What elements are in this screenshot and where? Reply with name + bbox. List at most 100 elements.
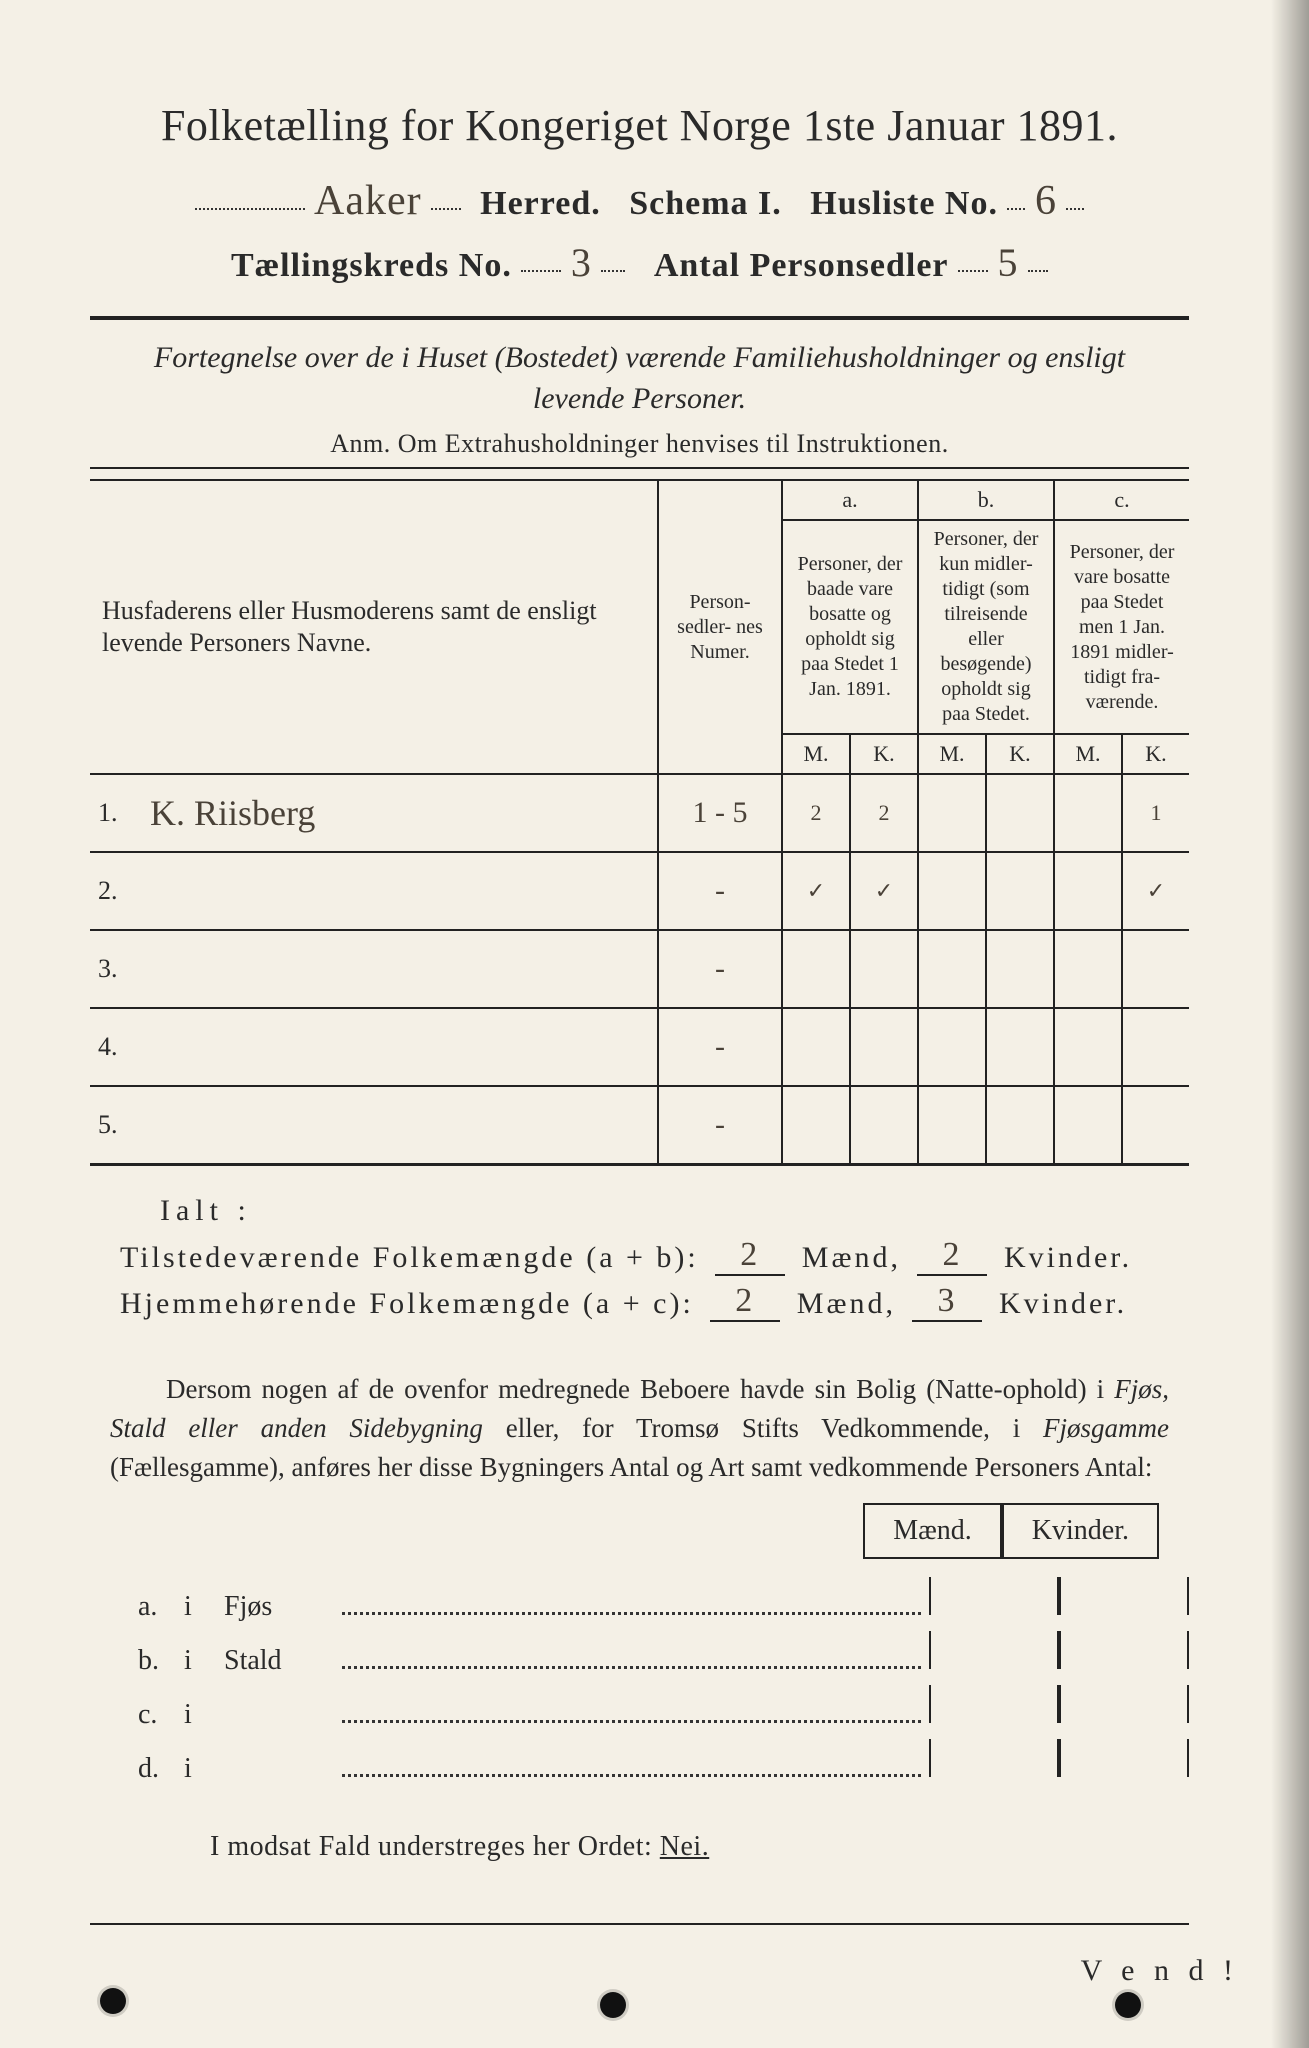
group-c: c. — [1054, 480, 1189, 520]
row-name — [144, 1086, 658, 1165]
header-line-2: Aaker Herred. Schema I. Husliste No. 6 — [90, 177, 1189, 225]
ialt-label: Ialt : — [160, 1194, 1189, 1228]
item-i: i — [184, 1699, 224, 1731]
rule-bottom — [90, 1923, 1189, 1925]
herred-handwritten: Aaker — [314, 177, 422, 225]
item-text: Fjøs — [224, 1591, 334, 1623]
paragraph: Dersom nogen af de ovenfor medregnede Be… — [110, 1370, 1169, 1487]
schema-label: Schema I. — [629, 185, 782, 222]
a-k: K. — [850, 734, 918, 774]
b-m: M. — [918, 734, 986, 774]
rule-heavy — [90, 316, 1189, 320]
anm-note: Anm. Om Extrahusholdninger henvises til … — [90, 429, 1189, 459]
herred-label: Herred. — [480, 185, 601, 222]
item-label: b. — [138, 1645, 184, 1677]
antal-label: Antal Personsedler — [654, 247, 949, 284]
husliste-no: 6 — [1035, 177, 1057, 225]
table-row: 1. K. Riisberg 1 - 5 2 2 1 — [90, 774, 1189, 852]
mk-cells — [929, 1631, 1189, 1669]
row-num: 5. — [90, 1086, 144, 1165]
mk-cells — [929, 1739, 1189, 1777]
table-head: Husfaderens eller Husmoderens samt de en… — [90, 480, 1189, 774]
ab-m: 2 — [715, 1236, 785, 1276]
nei-line: I modsat Fald understreges her Ordet: Ne… — [210, 1831, 1189, 1863]
cell — [1122, 1008, 1189, 1086]
maend-col: Mænd. — [863, 1503, 1002, 1559]
cell — [986, 1086, 1054, 1165]
dotted-fill — [342, 1720, 921, 1723]
col-name-header: Husfaderens eller Husmoderens samt de en… — [90, 480, 658, 774]
dotted-fill — [342, 1612, 921, 1615]
list-item: a. i Fjøs — [138, 1577, 1189, 1623]
cell — [986, 852, 1054, 930]
ac-m: 2 — [710, 1282, 780, 1322]
abcd-list: a. i Fjøs b. i Stald c. i d. — [138, 1577, 1189, 1785]
group-a-desc: Personer, der baade vare bosatte og opho… — [782, 520, 918, 734]
subtitle: Fortegnelse over de i Huset (Bostedet) v… — [120, 338, 1159, 419]
c-k: K. — [1122, 734, 1189, 774]
item-label: d. — [138, 1753, 184, 1785]
c-m: M. — [1054, 734, 1122, 774]
row-personsedler: - — [658, 1086, 782, 1165]
item-i: i — [184, 1591, 224, 1623]
cell — [918, 774, 986, 852]
cell — [1054, 1008, 1122, 1086]
punch-hole-icon — [100, 1988, 126, 2014]
rule-thin — [90, 467, 1189, 469]
group-c-desc: Personer, der vare bosatte paa Stedet me… — [1054, 520, 1189, 734]
group-b-desc: Personer, der kun midler-tidigt (som til… — [918, 520, 1054, 734]
table-row: 2. - ✓ ✓ ✓ — [90, 852, 1189, 930]
cell — [918, 1008, 986, 1086]
cell — [850, 1008, 918, 1086]
cell: 1 — [1122, 774, 1189, 852]
dotted-fill — [342, 1774, 921, 1777]
row-name — [144, 852, 658, 930]
cell — [850, 1086, 918, 1165]
husliste-label: Husliste No. — [810, 185, 998, 222]
ac-k: 3 — [912, 1282, 982, 1322]
vend-label: V e n d ! — [1081, 1954, 1239, 1988]
group-b: b. — [918, 480, 1054, 520]
cell: 2 — [782, 774, 850, 852]
item-label: c. — [138, 1699, 184, 1731]
dotted-fill — [342, 1666, 921, 1669]
cell: ✓ — [850, 852, 918, 930]
ab-k: 2 — [917, 1236, 987, 1276]
census-table: Husfaderens eller Husmoderens samt de en… — [90, 479, 1189, 1166]
punch-hole-icon — [600, 1992, 626, 2018]
cell — [782, 930, 850, 1008]
row-num: 3. — [90, 930, 144, 1008]
subtitle-line1: Fortegnelse over de i Huset (Bostedet) v… — [154, 341, 1125, 374]
cell — [986, 1008, 1054, 1086]
table-row: 4. - — [90, 1008, 1189, 1086]
table-row: 5. - — [90, 1086, 1189, 1165]
nei-word: Nei. — [660, 1831, 709, 1862]
row-name — [144, 1008, 658, 1086]
cell: ✓ — [1122, 852, 1189, 930]
col-num-header: Person- sedler- nes Numer. — [658, 480, 782, 774]
cell: 2 — [850, 774, 918, 852]
row-name — [144, 930, 658, 1008]
table-body: 1. K. Riisberg 1 - 5 2 2 1 2. - ✓ ✓ — [90, 774, 1189, 1165]
cell — [782, 1008, 850, 1086]
cell — [1054, 930, 1122, 1008]
total-ac: Hjemmehørende Folkemængde (a + c): 2 Mæn… — [120, 1284, 1189, 1324]
antal-no: 5 — [998, 239, 1019, 286]
group-a: a. — [782, 480, 918, 520]
a-m: M. — [782, 734, 850, 774]
list-item: b. i Stald — [138, 1631, 1189, 1677]
table-row: 3. - — [90, 930, 1189, 1008]
cell — [918, 852, 986, 930]
row-num: 2. — [90, 852, 144, 930]
cell: ✓ — [782, 852, 850, 930]
list-item: d. i — [138, 1739, 1189, 1785]
cell — [918, 1086, 986, 1165]
row-num: 1. — [90, 774, 144, 852]
kvinder-col: Kvinder. — [1002, 1503, 1159, 1559]
b-k: K. — [986, 734, 1054, 774]
census-form-page: Folketælling for Kongeriget Norge 1ste J… — [0, 0, 1309, 2048]
cell — [1122, 1086, 1189, 1165]
kreds-no: 3 — [571, 239, 592, 286]
mk-cells — [929, 1685, 1189, 1723]
cell — [782, 1086, 850, 1165]
